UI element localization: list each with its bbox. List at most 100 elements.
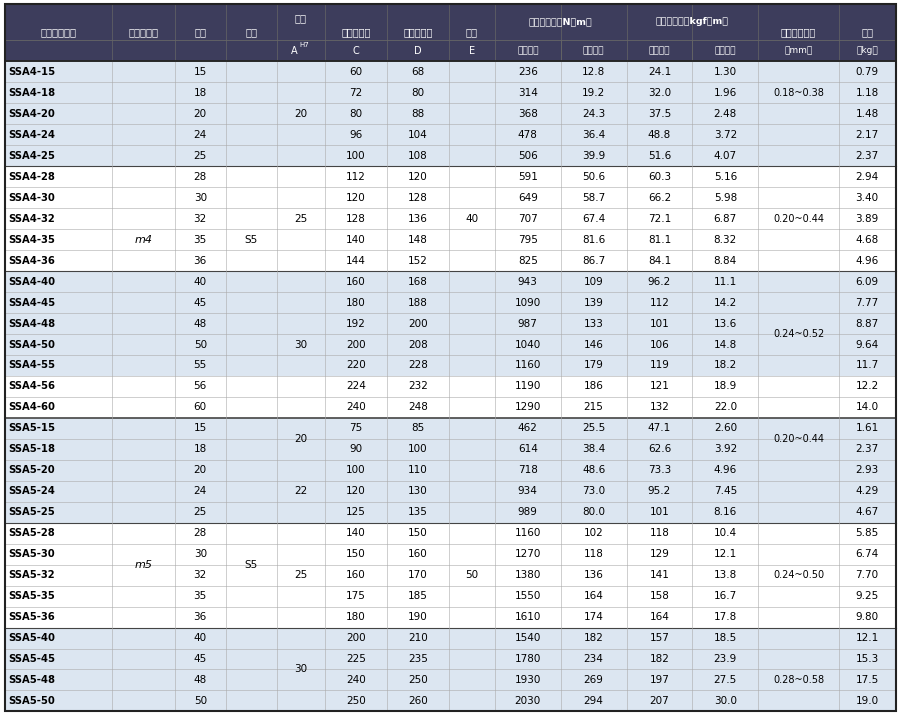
Text: 歯先円直径: 歯先円直径 — [403, 27, 433, 38]
Text: SSA4-30: SSA4-30 — [8, 193, 55, 202]
Text: 62.6: 62.6 — [648, 445, 671, 454]
Text: 112: 112 — [346, 172, 365, 181]
Text: 0.28~0.58: 0.28~0.58 — [773, 675, 824, 685]
Text: 160: 160 — [346, 570, 365, 580]
Text: 130: 130 — [408, 487, 427, 496]
Text: 228: 228 — [408, 361, 427, 370]
Text: カタログ記号: カタログ記号 — [40, 27, 76, 38]
Text: 39.9: 39.9 — [582, 151, 605, 161]
Bar — [4, 460, 896, 481]
Text: 40: 40 — [194, 277, 207, 286]
Text: SSA4-50: SSA4-50 — [8, 340, 55, 349]
Text: SSA5-45: SSA5-45 — [8, 654, 55, 664]
Text: 649: 649 — [518, 193, 537, 202]
Text: 30: 30 — [194, 193, 207, 202]
Text: 1380: 1380 — [515, 570, 541, 580]
Text: 4.07: 4.07 — [714, 151, 737, 161]
Bar — [4, 208, 896, 229]
Text: 4.68: 4.68 — [856, 235, 878, 244]
Text: 35: 35 — [194, 591, 207, 601]
Text: 133: 133 — [584, 319, 604, 328]
Text: 形状: 形状 — [246, 27, 257, 38]
Text: 45: 45 — [194, 298, 207, 307]
Text: 120: 120 — [408, 172, 427, 181]
Text: 1.96: 1.96 — [714, 88, 737, 98]
Bar — [4, 334, 896, 355]
Text: 歯幅: 歯幅 — [466, 27, 478, 38]
Text: 8.32: 8.32 — [714, 235, 737, 244]
Text: 質量: 質量 — [861, 27, 873, 38]
Bar — [4, 502, 896, 523]
Text: 182: 182 — [650, 654, 670, 664]
Text: 45: 45 — [194, 654, 207, 664]
Text: 72: 72 — [349, 88, 363, 98]
Text: 100: 100 — [409, 445, 428, 454]
Text: SSA5-40: SSA5-40 — [8, 633, 55, 643]
Text: 132: 132 — [650, 403, 670, 412]
Text: 5.98: 5.98 — [714, 193, 737, 202]
Text: 13.8: 13.8 — [714, 570, 737, 580]
Text: 12.1: 12.1 — [714, 549, 737, 559]
Bar — [4, 397, 896, 418]
Text: 7.70: 7.70 — [856, 570, 878, 580]
Bar — [4, 292, 896, 313]
Text: 1.30: 1.30 — [714, 67, 737, 77]
Text: 15: 15 — [194, 67, 207, 77]
Text: 84.1: 84.1 — [648, 256, 671, 265]
Bar — [4, 61, 896, 82]
Text: 80: 80 — [349, 109, 363, 119]
Text: 13.6: 13.6 — [714, 319, 737, 328]
Text: バックラッシ: バックラッシ — [781, 27, 816, 38]
Text: 180: 180 — [346, 298, 365, 307]
Text: 20: 20 — [294, 109, 308, 119]
Text: 1.18: 1.18 — [856, 88, 878, 98]
Text: 51.6: 51.6 — [648, 151, 671, 161]
Text: 192: 192 — [346, 319, 365, 328]
Text: 68: 68 — [411, 67, 425, 77]
Text: 50: 50 — [465, 570, 479, 580]
Text: 40: 40 — [194, 633, 207, 643]
Text: 30: 30 — [194, 549, 207, 559]
Bar — [4, 628, 896, 649]
Text: 943: 943 — [518, 277, 537, 286]
Text: 12.8: 12.8 — [582, 67, 605, 77]
Text: 48.8: 48.8 — [648, 130, 671, 140]
Text: 3.72: 3.72 — [714, 130, 737, 140]
Text: 4.96: 4.96 — [856, 256, 878, 265]
Text: 67.4: 67.4 — [582, 214, 605, 223]
Bar — [4, 649, 896, 669]
Text: 2.60: 2.60 — [714, 424, 737, 433]
Text: 19.2: 19.2 — [582, 88, 605, 98]
Text: 368: 368 — [518, 109, 537, 119]
Text: 718: 718 — [518, 466, 537, 475]
Text: 8.87: 8.87 — [856, 319, 878, 328]
Text: 24: 24 — [194, 130, 207, 140]
Text: 96.2: 96.2 — [648, 277, 671, 286]
Text: 27.5: 27.5 — [714, 675, 737, 685]
Text: 6.74: 6.74 — [856, 549, 878, 559]
Text: 129: 129 — [650, 549, 670, 559]
Text: 1610: 1610 — [515, 612, 541, 622]
Text: 825: 825 — [518, 256, 537, 265]
Text: m4: m4 — [134, 235, 152, 244]
Text: 224: 224 — [346, 382, 365, 391]
Text: 200: 200 — [346, 340, 365, 349]
Text: SSA4-55: SSA4-55 — [8, 361, 55, 370]
Bar — [4, 229, 896, 250]
Text: 1.61: 1.61 — [856, 424, 878, 433]
Text: 987: 987 — [518, 319, 537, 328]
Text: 140: 140 — [346, 235, 365, 244]
Text: 許容トルク（kgf・m）: 許容トルク（kgf・m） — [656, 17, 729, 26]
Text: 152: 152 — [408, 256, 427, 265]
Text: 80: 80 — [411, 88, 425, 98]
Text: 18.9: 18.9 — [714, 382, 737, 391]
Text: 17.8: 17.8 — [714, 612, 737, 622]
Text: 2.37: 2.37 — [856, 445, 878, 454]
Text: 95.2: 95.2 — [648, 487, 671, 496]
Text: 36.4: 36.4 — [582, 130, 605, 140]
Text: 120: 120 — [346, 193, 365, 202]
Text: 188: 188 — [408, 298, 427, 307]
Text: 85: 85 — [411, 424, 425, 433]
Text: 128: 128 — [346, 214, 365, 223]
Text: 314: 314 — [518, 88, 537, 98]
